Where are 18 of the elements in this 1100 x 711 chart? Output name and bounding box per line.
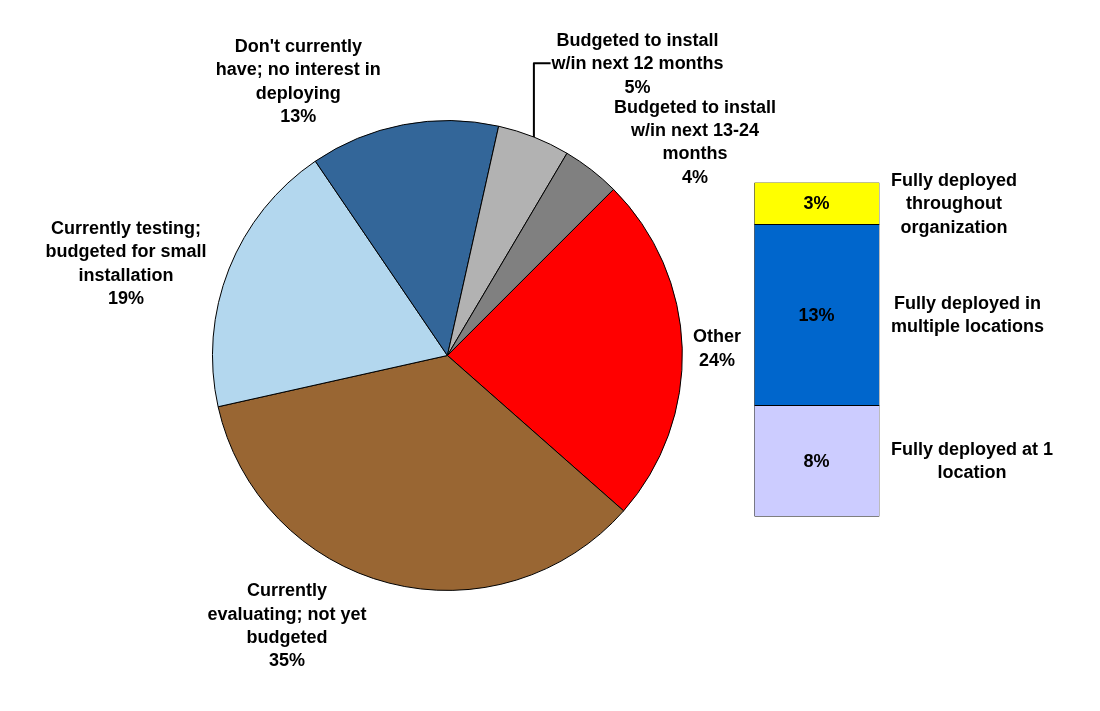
slice-label: Budgeted to install w/in next 12 months [550,29,724,74]
slice-label: Currently testing; budgeted for small installation [45,217,207,285]
data-label: 19% [107,288,144,308]
data-label: 24% [699,349,736,370]
data-label: 3% [803,193,830,214]
data-label: 5% [624,76,651,97]
data-label: 4% [681,166,708,187]
data-label: 13% [280,106,317,127]
series-label: Fully deployed throughout organization [891,170,1018,237]
series-label: Fully deployed at 1 location [891,439,1054,483]
data-label: 35% [268,650,305,671]
slice-label: Don't currently have; no interest in deploying [215,36,381,103]
slice-label: Budgeted to install w/in next 13-24 months [613,96,776,164]
slice-label: Currently evaluating; not yet budgeted [207,580,367,648]
data-label: 13% [798,304,835,325]
slice-label: Other [693,326,742,347]
data-label: 8% [803,450,830,471]
series-label: Fully deployed in multiple locations [891,293,1045,337]
